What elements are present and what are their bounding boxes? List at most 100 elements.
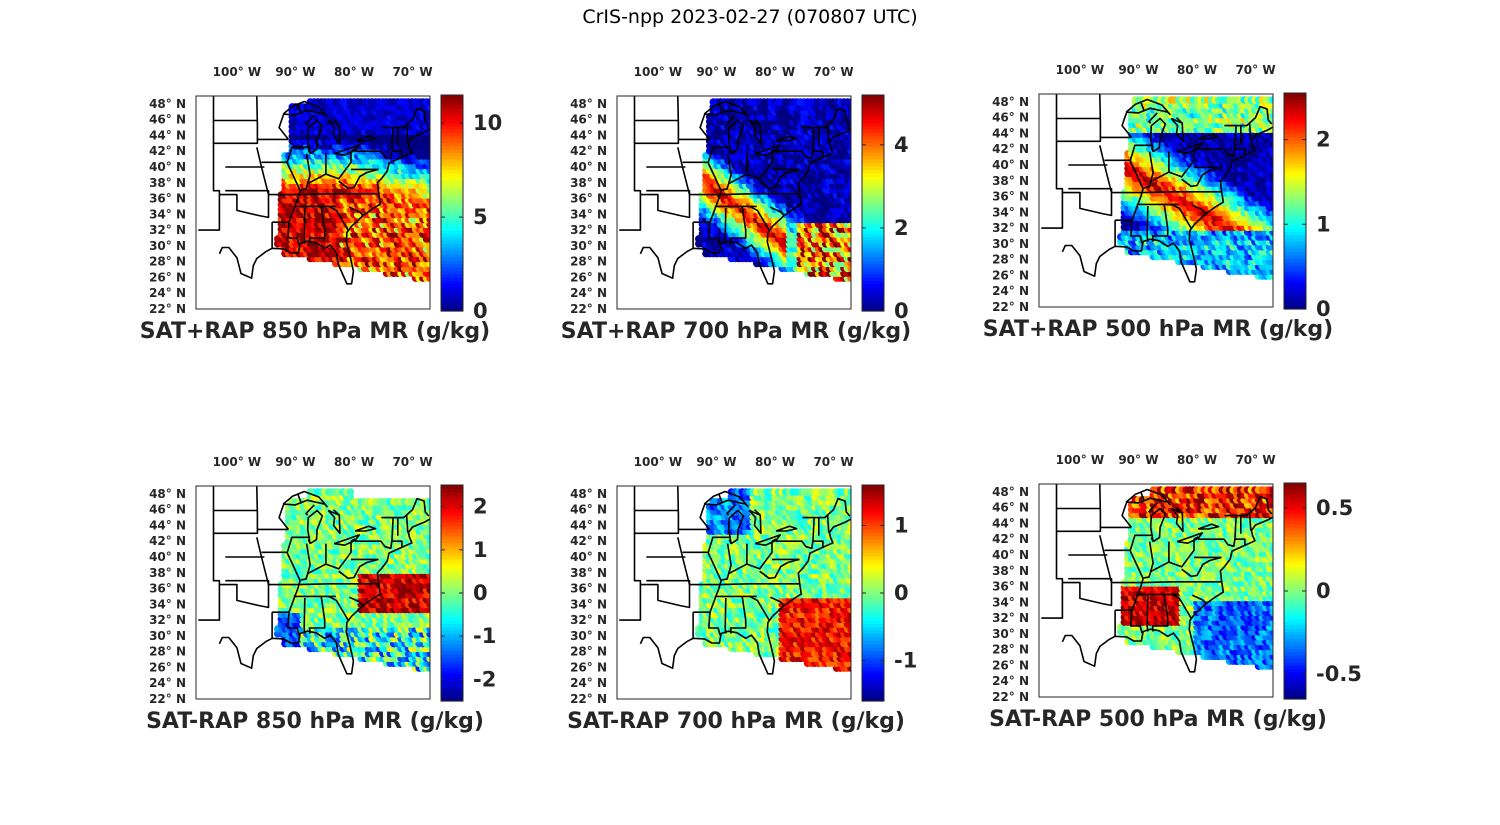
colorbar-segment: [862, 230, 884, 234]
longitude-label: 80° W: [1177, 63, 1217, 77]
colorbar-segment: [1284, 238, 1306, 243]
longitude-label: 90° W: [275, 65, 315, 79]
colorbar-segment: [862, 145, 884, 150]
colorbar-segment: [862, 176, 884, 180]
colorbar-segment: [1284, 136, 1306, 141]
colorbar-segment: [1284, 275, 1306, 280]
figure-title: CrIS-npp 2023-02-27 (070807 UTC): [582, 6, 918, 28]
state-border: [328, 205, 350, 231]
colorbar-segment: [862, 307, 884, 312]
colorbar-segment: [441, 263, 463, 268]
retrieval-dot: [1269, 96, 1273, 104]
colorbar-segment: [441, 186, 463, 191]
colorbar-segment: [862, 273, 884, 278]
state-border: [198, 96, 221, 231]
colorbar-segment: [862, 152, 884, 157]
coastline: [1061, 126, 1273, 283]
state-border: [634, 96, 680, 145]
colorbar-segment: [1284, 133, 1306, 138]
colorbar: 024: [861, 94, 909, 323]
colorbar-segment: [441, 176, 463, 180]
colorbar-segment: [441, 304, 463, 309]
panel-sat-rap-850-total: 100° W 90° W 80° W 70° W 48° N 46° N 44° N 42° …: [120, 60, 550, 360]
state-border: [213, 96, 259, 145]
state-border: [759, 168, 800, 190]
colorbar-segment: [862, 132, 884, 137]
colorbar-segment: [1284, 211, 1306, 216]
state-border: [728, 149, 732, 154]
colorbar-segment: [441, 108, 463, 113]
colorbar-tick-label: 0: [894, 299, 909, 323]
state-border: [225, 189, 270, 218]
state-border: [1099, 145, 1222, 194]
great-lake: [775, 135, 798, 142]
state-border: [726, 114, 736, 126]
colorbar-segment: [1284, 295, 1306, 300]
state-border: [769, 206, 785, 216]
coastline: [218, 128, 430, 285]
colorbar-segment: [1284, 96, 1306, 101]
state-border: [1140, 101, 1146, 112]
colorbar-segment: [441, 128, 463, 133]
latitude-label: 30° N: [149, 239, 186, 253]
colorbar-segment: [862, 246, 884, 251]
colorbar-segment: [441, 138, 463, 143]
colorbar-segment: [441, 179, 463, 184]
colorbar-segment: [1284, 217, 1306, 222]
colorbar-segment: [862, 287, 884, 292]
colorbar-segment: [1284, 282, 1306, 286]
latitude-label: 22° N: [992, 300, 1029, 314]
colorbar-segment: [441, 267, 463, 272]
state-border: [682, 146, 732, 164]
latitude-label: 38° N: [570, 176, 607, 190]
map-frame: [195, 95, 431, 310]
colorbar-segment: [441, 142, 463, 147]
colorbar-tick-label: 5: [473, 205, 488, 229]
colorbar-segment: [1284, 258, 1306, 263]
colorbar-segment: [862, 304, 884, 309]
map-plot: 100° W 90° W 80° W 70° W48° N46° N44° N42° …: [149, 65, 502, 323]
colorbar-segment: [441, 192, 463, 197]
colorbar-segment: [1284, 288, 1306, 293]
colorbar-segment: [862, 105, 884, 110]
colorbar-segment: [1284, 167, 1306, 172]
colorbar-segment: [441, 203, 463, 207]
colorbar-segment: [862, 290, 884, 295]
colorbar-segment: [862, 196, 884, 201]
colorbar-segment: [441, 230, 463, 234]
colorbar-segment: [1284, 207, 1306, 212]
colorbar-segment: [441, 216, 463, 221]
colorbar-tick-label: 10: [473, 111, 502, 135]
colorbar-segment: [441, 206, 463, 211]
great-lake: [1125, 98, 1171, 116]
colorbar-segment: [1284, 241, 1306, 246]
latitude-label: 44° N: [570, 128, 607, 142]
colorbar-segment: [862, 223, 884, 228]
colorbar-segment: [441, 223, 463, 228]
colorbar-segment: [441, 122, 463, 126]
latitude-label: 24° N: [992, 284, 1029, 298]
state-border: [348, 206, 364, 216]
colorbar-segment: [1284, 204, 1306, 209]
colorbar-segment: [862, 172, 884, 177]
colorbar-segment: [1284, 231, 1306, 236]
latitude-label: 42° N: [149, 144, 186, 158]
colorbar-segment: [862, 138, 884, 143]
colorbar-segment: [441, 219, 463, 224]
colorbar-segment: [441, 111, 463, 116]
longitude-label: 70° W: [1235, 63, 1275, 77]
latitude-label: 24° N: [570, 286, 607, 300]
colorbar-segment: [862, 253, 884, 258]
state-border: [278, 113, 290, 140]
panel-title: SAT+RAP 500 hPa MR (g/kg): [982, 317, 1334, 342]
state-border: [338, 168, 379, 190]
colorbar-segment: [1284, 265, 1306, 270]
state-border: [303, 207, 306, 244]
longitude-label: 80° W: [755, 65, 795, 79]
colorbar-segment: [1284, 285, 1306, 290]
great-lake: [1197, 133, 1220, 140]
colorbar-tick-label: 1: [1316, 212, 1331, 236]
colorbar-segment: [1284, 248, 1306, 253]
latitude-label: 44° N: [149, 128, 186, 142]
colorbar-segment: [1284, 305, 1306, 310]
